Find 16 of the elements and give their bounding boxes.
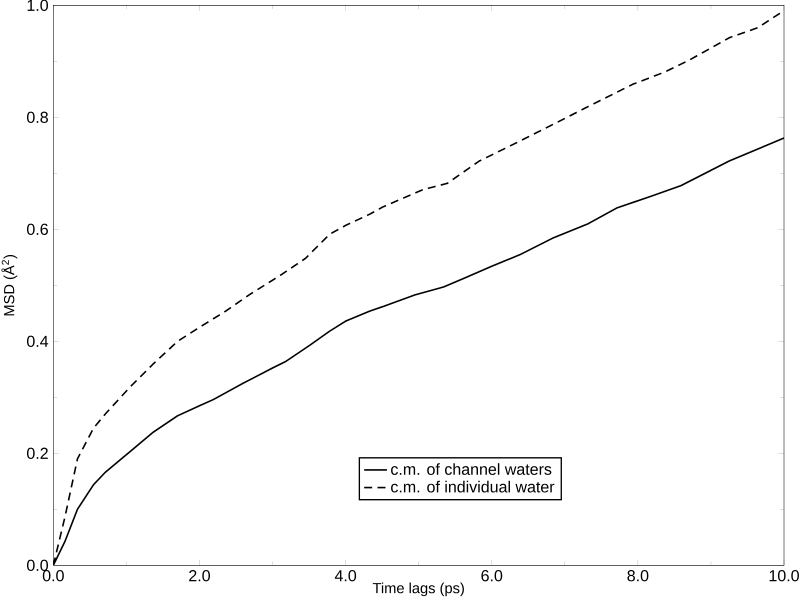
- y-tick-label: 1.0: [28, 0, 48, 11]
- y-tick-label: 0.6: [27, 224, 48, 235]
- y-axis-title: MSD (Å$^{2}$): [1, 254, 18, 316]
- y-tick-label: 0.4: [27, 336, 48, 347]
- x-tick-label: 10.0: [770, 570, 799, 582]
- legend-label: c.m. of individual water: [391, 480, 554, 492]
- y-tick-label: 0.0: [27, 560, 48, 571]
- x-axis-title: Time lags (ps): [372, 582, 464, 596]
- y-tick-label: 0.2: [27, 448, 48, 459]
- x-tick-label: 6.0: [481, 570, 502, 582]
- x-tick-label: 0.0: [42, 570, 64, 582]
- x-tick-label: 4.0: [334, 570, 356, 582]
- x-tick-label: 8.0: [627, 570, 648, 582]
- y-tick-label: 0.8: [27, 112, 48, 123]
- x-tick-label: 2.0: [189, 570, 210, 582]
- legend-label: c.m. of channel waters: [391, 463, 552, 475]
